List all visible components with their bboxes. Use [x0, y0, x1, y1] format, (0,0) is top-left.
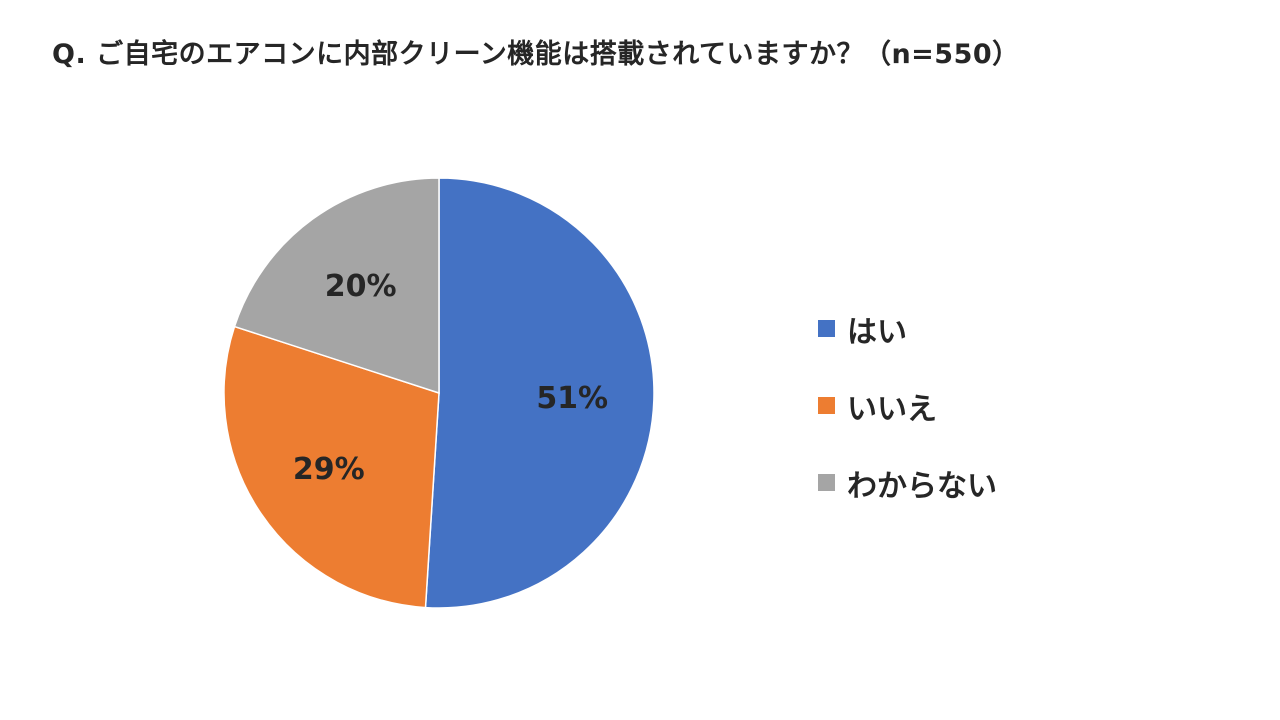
pie-label-unknown: 20% [325, 269, 397, 304]
legend-label-yes: はい [847, 314, 907, 350]
legend-item-unknown: わからない [818, 444, 997, 521]
pie-label-no: 29% [293, 452, 365, 487]
legend-item-yes: はい [818, 290, 997, 367]
pie-slice-no [223, 325, 440, 609]
legend-swatch-yes [818, 320, 835, 337]
chart-title: Q. ご自宅のエアコンに内部クリーン機能は搭載されていますか？（n=550） [52, 39, 1020, 70]
legend-item-no: いいえ [818, 367, 997, 444]
legend-swatch-unknown [818, 474, 835, 491]
pie-slice-unknown [233, 177, 440, 395]
legend-swatch-no [818, 397, 835, 414]
legend-label-no: いいえ [847, 391, 937, 427]
pie-label-yes: 51% [536, 381, 608, 416]
legend: はい いいえ わからない [818, 290, 997, 521]
legend-label-unknown: わからない [847, 468, 997, 504]
pie-slice-yes [424, 177, 655, 609]
